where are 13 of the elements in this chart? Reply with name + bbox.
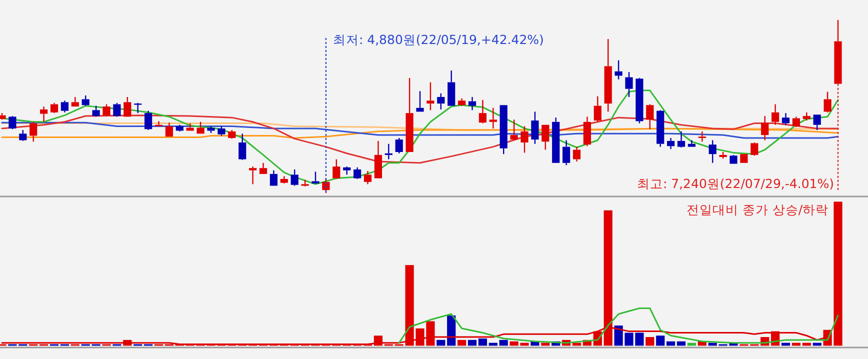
annotation: 최저: 4,880원(22/05/19,+42.42%) [332,32,544,47]
bar [676,341,686,346]
bar [656,336,665,346]
bar [666,341,676,346]
bar [499,340,508,346]
bar [458,340,466,346]
bar [447,315,456,346]
bar [646,337,654,346]
bar [468,340,477,346]
annotation: 최고: 7,240원(22/07/29,-4.01%) [636,176,834,191]
bar [436,340,446,346]
bar [478,338,487,346]
annotation: 전일대비 종가 상승/하락 [686,202,829,217]
